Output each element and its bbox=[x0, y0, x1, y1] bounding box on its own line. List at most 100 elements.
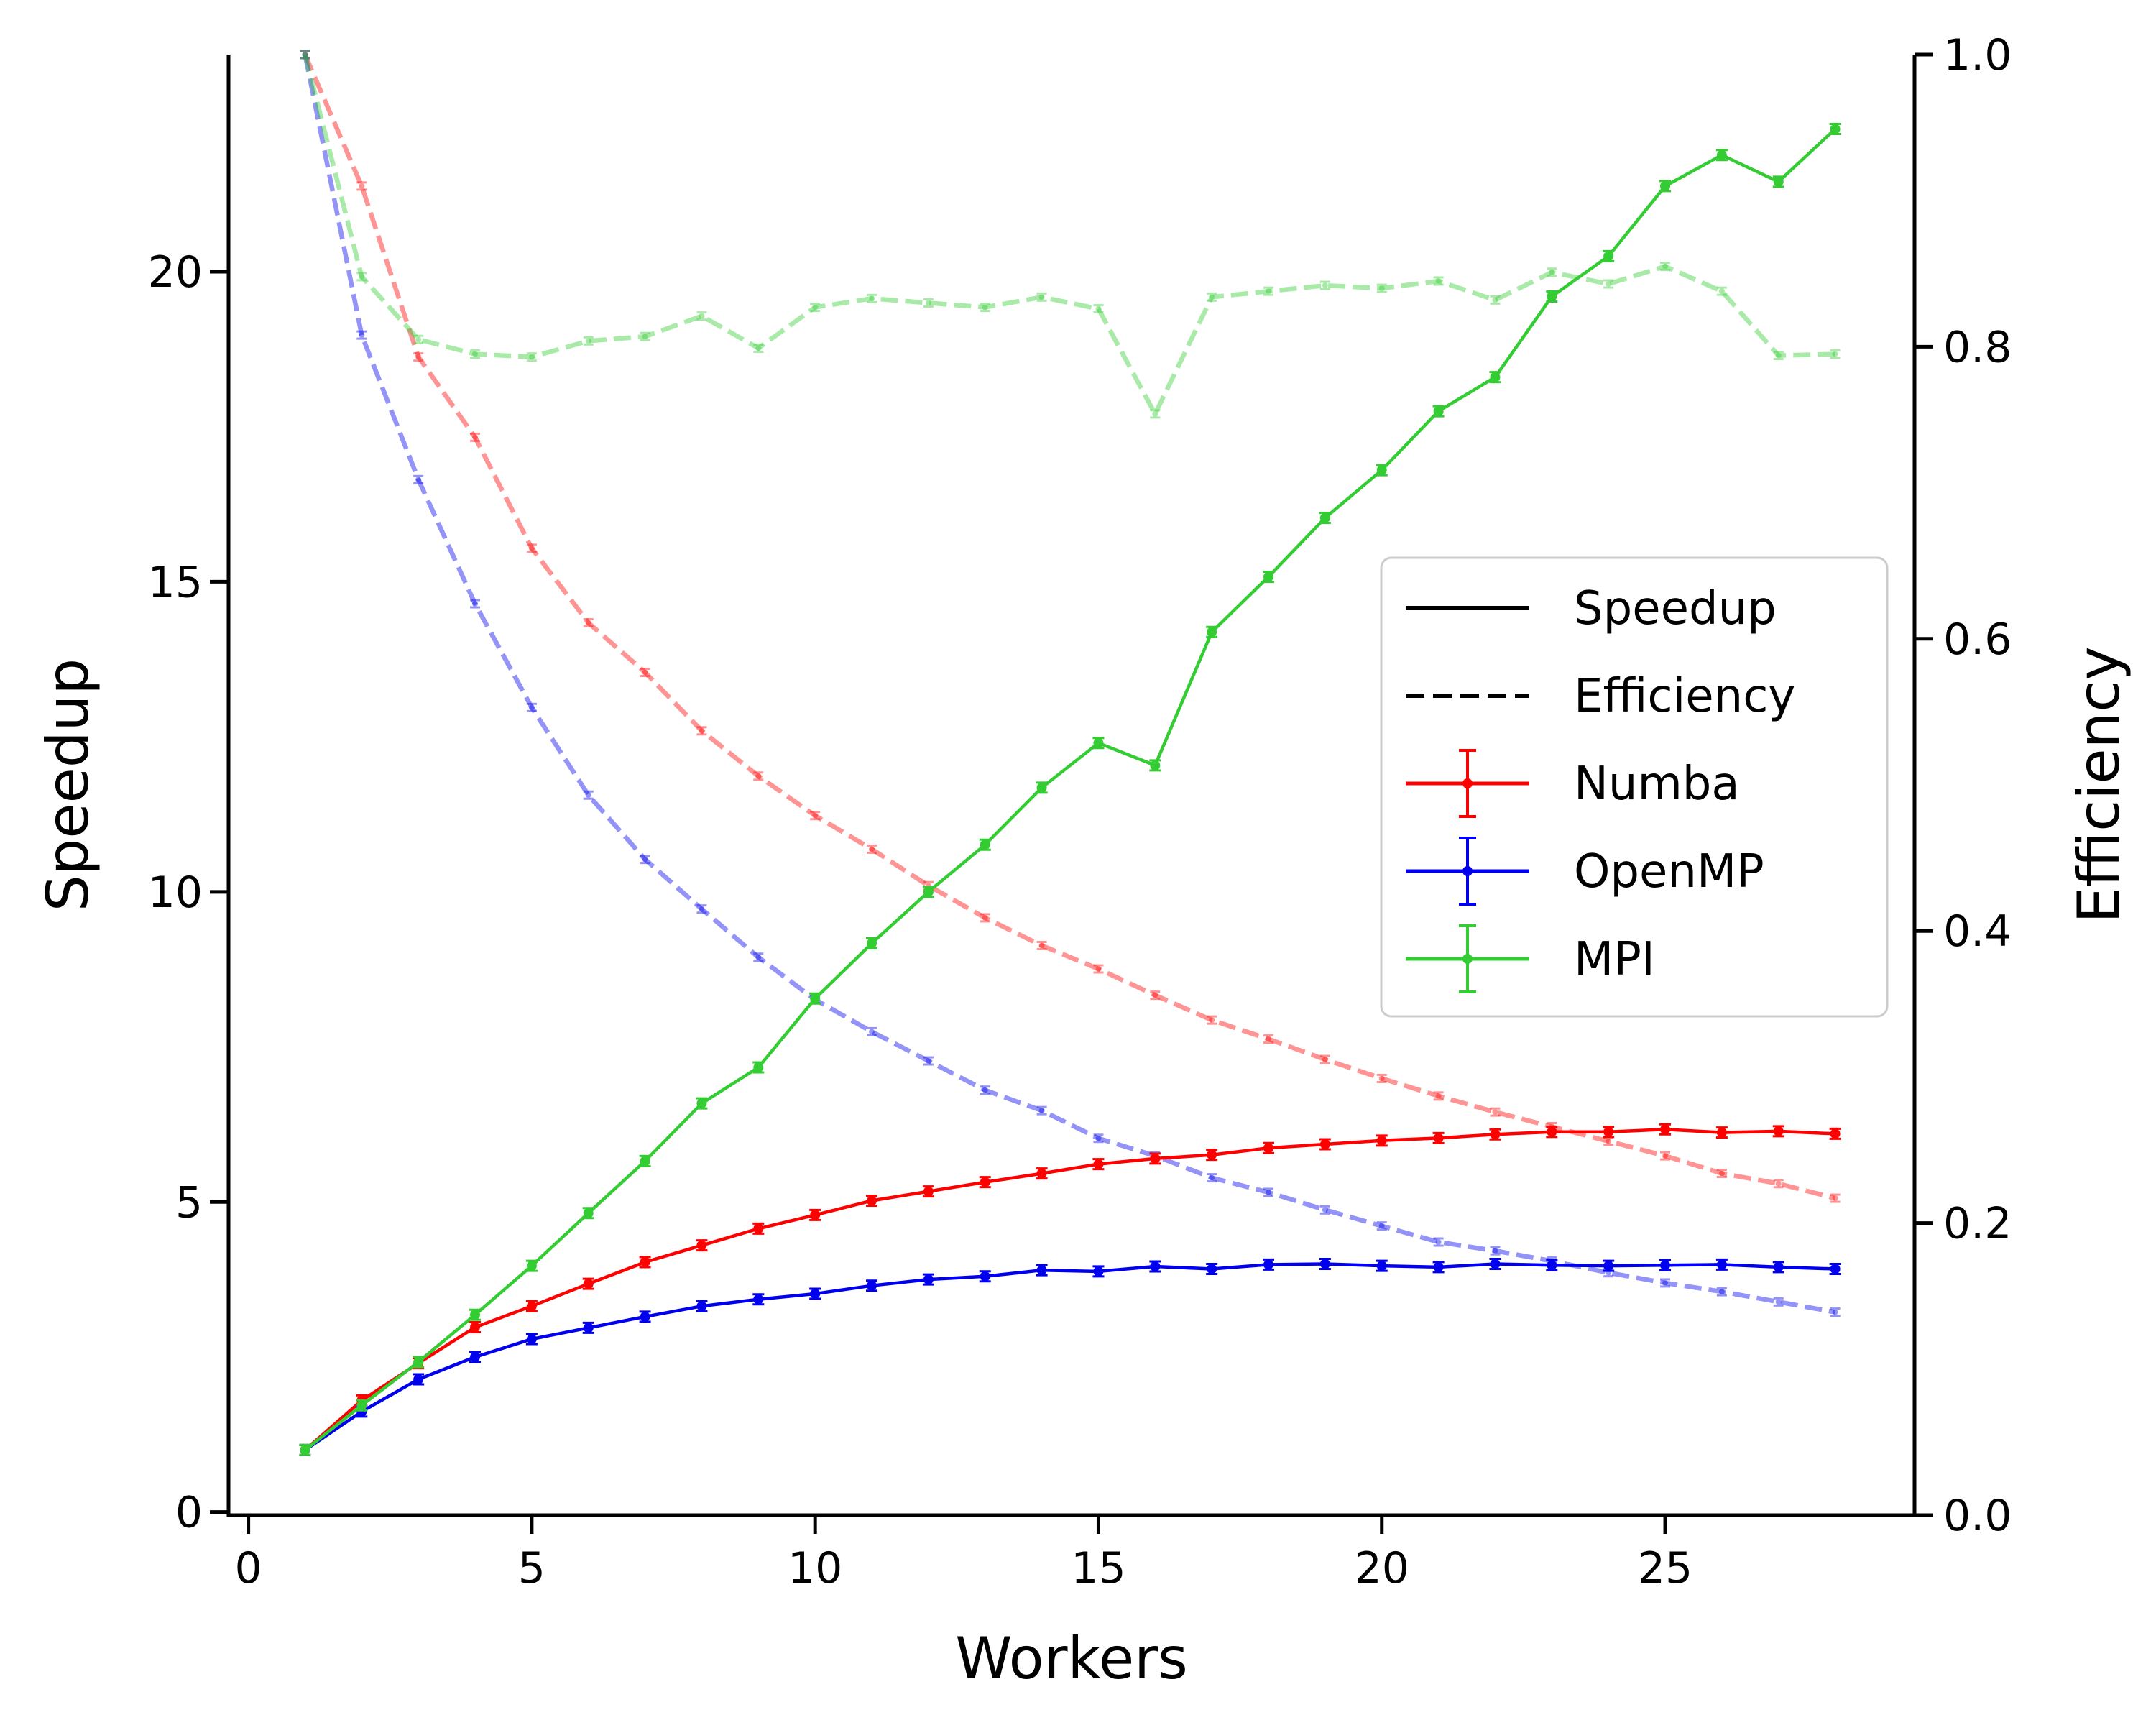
axes: 0 5 10 15 20 25 0 5 10 15 20 0.0 0.2 0.4 0.6 0.8 1.0 Work… bbox=[34, 30, 2132, 1692]
x-tick-label: 15 bbox=[1071, 1543, 1125, 1593]
mpi-speedup-point bbox=[1092, 737, 1105, 750]
numba-speedup-point bbox=[639, 1256, 651, 1269]
numba-efficiency-point bbox=[526, 543, 537, 553]
numba-speedup-point bbox=[1659, 1123, 1672, 1136]
mpi-efficiency-point bbox=[1263, 286, 1274, 296]
openmp-efficiency-point bbox=[696, 904, 707, 914]
numba-speedup-point bbox=[979, 1176, 991, 1189]
legend-label-mpi: MPI bbox=[1574, 933, 1655, 986]
openmp-efficiency-point bbox=[980, 1085, 990, 1095]
openmp-speedup-point bbox=[1715, 1258, 1728, 1271]
mpi-speedup-point bbox=[356, 1399, 368, 1412]
openmp-speedup-point bbox=[1432, 1261, 1445, 1274]
x-tick-label: 0 bbox=[235, 1543, 262, 1593]
y-left-tick-label: 15 bbox=[148, 557, 203, 607]
y-left-tick-label: 0 bbox=[175, 1488, 203, 1538]
openmp-speedup-point bbox=[1319, 1258, 1331, 1271]
openmp-speedup-point bbox=[1376, 1259, 1388, 1272]
openmp-efficiency-point bbox=[1660, 1278, 1671, 1288]
numba-efficiency-point bbox=[470, 432, 481, 442]
x-tick-label: 25 bbox=[1638, 1543, 1692, 1593]
numba-efficiency-point bbox=[1376, 1073, 1387, 1083]
numba-speedup-line bbox=[304, 1128, 1835, 1452]
openmp-speedup-point bbox=[1546, 1259, 1558, 1271]
numba-efficiency-point bbox=[696, 726, 707, 736]
mpi-speedup-series bbox=[299, 123, 1841, 1456]
mpi-speedup-point bbox=[525, 1259, 538, 1272]
numba-speedup-point bbox=[696, 1239, 708, 1252]
numba-efficiency-point bbox=[583, 617, 594, 627]
mpi-speedup-point bbox=[1206, 625, 1218, 638]
openmp-efficiency-point bbox=[1773, 1297, 1784, 1307]
mpi-speedup-point bbox=[1715, 149, 1728, 162]
numba-speedup-point bbox=[1546, 1126, 1558, 1138]
numba-speedup-point bbox=[525, 1300, 538, 1312]
mpi-efficiency-point bbox=[1490, 295, 1501, 305]
openmp-efficiency-point bbox=[1207, 1173, 1217, 1183]
openmp-speedup-point bbox=[1092, 1265, 1105, 1278]
openmp-speedup-point bbox=[413, 1373, 425, 1386]
mpi-efficiency-series bbox=[300, 50, 1841, 420]
openmp-speedup-point bbox=[752, 1293, 765, 1306]
x-axis-title: Workers bbox=[955, 1625, 1188, 1692]
openmp-efficiency-point bbox=[356, 330, 367, 340]
mpi-efficiency-point bbox=[583, 336, 594, 346]
numba-speedup-point bbox=[1432, 1131, 1445, 1144]
openmp-speedup-line bbox=[304, 1262, 1835, 1452]
numba-efficiency-point bbox=[1660, 1151, 1671, 1161]
legend-handle-numba bbox=[1406, 749, 1529, 818]
mpi-efficiency-point bbox=[810, 303, 821, 313]
numba-speedup-point bbox=[1319, 1138, 1331, 1151]
openmp-speedup-point bbox=[696, 1300, 708, 1312]
mpi-efficiency-point bbox=[1093, 304, 1104, 314]
plot-lines bbox=[299, 50, 1841, 1456]
mpi-efficiency-point bbox=[640, 331, 650, 341]
mpi-speedup-point bbox=[413, 1356, 425, 1368]
numba-speedup-point bbox=[1263, 1141, 1275, 1154]
mpi-speedup-point bbox=[582, 1207, 594, 1220]
numba-efficiency-point bbox=[300, 50, 310, 60]
openmp-speedup-point bbox=[582, 1321, 594, 1334]
mpi-efficiency-point bbox=[1036, 292, 1047, 302]
numba-speedup-point bbox=[469, 1321, 482, 1334]
numba-speedup-point bbox=[1036, 1167, 1048, 1180]
mpi-efficiency-point bbox=[1830, 349, 1841, 359]
numba-speedup-point bbox=[809, 1208, 821, 1221]
numba-speedup-point bbox=[1206, 1149, 1218, 1162]
numba-speedup-point bbox=[1489, 1128, 1501, 1141]
mpi-efficiency-point bbox=[1150, 409, 1161, 419]
mpi-speedup-point bbox=[1829, 123, 1841, 136]
numba-efficiency-point bbox=[753, 771, 764, 781]
numba-efficiency-point bbox=[1207, 1015, 1217, 1025]
openmp-efficiency-point bbox=[640, 855, 650, 865]
numba-efficiency-point bbox=[1150, 990, 1161, 1000]
openmp-speedup-point bbox=[1772, 1261, 1784, 1274]
openmp-efficiency-point bbox=[470, 599, 481, 609]
mpi-speedup-point bbox=[1263, 571, 1275, 584]
openmp-efficiency-point bbox=[413, 474, 424, 484]
y-right-tick-label: 0.2 bbox=[1943, 1199, 2012, 1249]
numba-speedup-point bbox=[866, 1195, 878, 1208]
numba-efficiency-point bbox=[1036, 941, 1047, 951]
openmp-speedup-point bbox=[1829, 1262, 1841, 1275]
openmp-efficiency-point bbox=[867, 1026, 877, 1036]
numba-speedup-point bbox=[752, 1222, 765, 1235]
numba-efficiency-point bbox=[810, 811, 821, 821]
mpi-speedup-point bbox=[1546, 290, 1558, 303]
mpi-efficiency-point bbox=[300, 50, 310, 60]
numba-efficiency-point bbox=[1263, 1034, 1274, 1044]
mpi-efficiency-point bbox=[413, 334, 424, 344]
legend-box bbox=[1380, 556, 1889, 1018]
numba-speedup-point bbox=[1603, 1126, 1615, 1138]
y-right-axis-title: Efficiency bbox=[2065, 646, 2132, 923]
numba-speedup-point bbox=[1772, 1125, 1784, 1138]
mpi-efficiency-point bbox=[526, 352, 537, 362]
openmp-efficiency-point bbox=[923, 1056, 934, 1066]
mpi-speedup-point bbox=[469, 1308, 482, 1321]
y-left-tick-label: 20 bbox=[148, 247, 203, 298]
mpi-speedup-point bbox=[1432, 405, 1445, 418]
mpi-efficiency-point bbox=[867, 293, 877, 303]
openmp-speedup-point bbox=[809, 1287, 821, 1300]
mpi-speedup-point bbox=[299, 1443, 311, 1456]
y-right-tick-label: 0.4 bbox=[1943, 906, 2012, 957]
